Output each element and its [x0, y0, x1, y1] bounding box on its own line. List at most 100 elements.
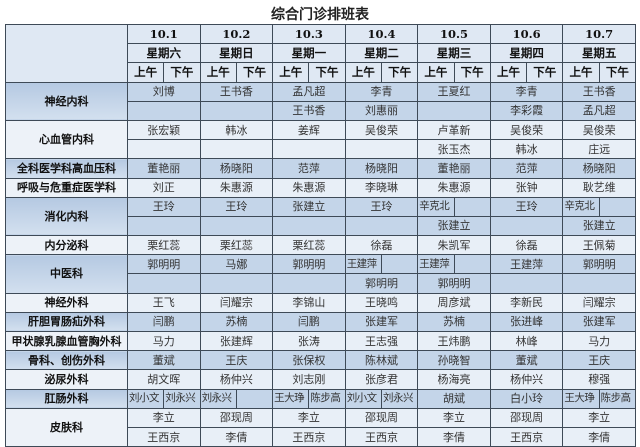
doctor-cell [344, 215, 419, 237]
doctor-cell: 苏楠 [417, 311, 491, 333]
doctor-cell [199, 100, 274, 121]
doctor-cell: 范萍 [489, 158, 564, 179]
pm-header: 下午 [380, 62, 419, 83]
doctor-cell: 李彩霞 [489, 100, 564, 121]
doctor-cell: 刘正 [127, 177, 201, 198]
date-header: 10.1 [127, 23, 201, 45]
doctor-cell [344, 139, 419, 160]
doctor-cell [127, 215, 201, 237]
doctor-cell: 杨晓阳 [199, 158, 274, 179]
doctor-cell-am: 王大琤 [562, 388, 600, 409]
page-title: 综合门诊排班表 [271, 7, 369, 23]
header-row-weekdays: 星期六 星期日 星期一 星期二 星期三 星期四 星期五 [6, 43, 636, 64]
doctor-cell: 闫耀宗 [562, 292, 636, 313]
date-header: 10.2 [199, 23, 274, 45]
doctor-cell-am: 刘小文 [344, 388, 382, 409]
doctor-cell: 李青 [489, 81, 564, 102]
doctor-cell: 郭明明 [272, 254, 346, 275]
doctor-cell: 徐磊 [344, 235, 419, 256]
am-header: 上午 [126, 62, 165, 83]
department-name: 甲状腺乳腺血管胸外科 [5, 330, 128, 352]
doctor-cell: 王玲 [344, 196, 419, 217]
doctor-cell [489, 273, 564, 294]
doctor-cell: 闫鹏 [127, 311, 201, 333]
doctor-cell: 徐磊 [489, 235, 564, 256]
table-row: 神经内科 刘博 王书香 孟凡超 李青 王夏红 李青 王书香 [5, 81, 636, 121]
doctor-cell-pm [380, 254, 419, 275]
doctor-cell: 林峰 [489, 330, 564, 352]
doctor-cell: 胡斌 [417, 388, 491, 409]
doctor-cell-am: 辛克北 [562, 196, 600, 217]
date-header: 10.6 [489, 23, 564, 45]
am-header: 上午 [417, 62, 455, 83]
doctor-cell: 王建萍 [489, 254, 564, 275]
doctor-cell: 王西京 [127, 426, 201, 447]
doctor-cell: 栗红蕊 [272, 235, 346, 256]
doctor-cell: 王炜鹏 [417, 330, 491, 352]
doctor-cell: 张建辉 [199, 330, 274, 352]
doctor-cell: 董斌 [489, 350, 564, 371]
doctor-cell [562, 273, 636, 294]
doctor-cell: 郭明明 [344, 273, 419, 294]
doctor-cell: 朱凯军 [417, 235, 491, 256]
doctor-cell: 王夏红 [417, 81, 491, 102]
doctor-cell: 张进峰 [489, 311, 564, 333]
weekday-header: 星期一 [272, 43, 346, 64]
doctor-cell: 朱惠源 [272, 177, 346, 198]
doctor-cell: 邵现周 [344, 407, 419, 428]
doctor-cell: 刘志刚 [272, 369, 346, 390]
pm-header: 下午 [308, 62, 346, 83]
doctor-cell: 王西京 [344, 426, 419, 447]
doctor-cell: 郭明明 [417, 273, 491, 294]
doctor-cell: 王书香 [562, 81, 636, 102]
doctor-cell-am: 王建萍 [417, 254, 455, 275]
doctor-cell: 栗红蕊 [127, 235, 201, 256]
table-row: 王西京 李倩 王西京 王西京 李倩 王西京 李倩 [6, 426, 636, 447]
doctor-cell: 胡文晖 [127, 369, 201, 390]
doctor-cell: 王西京 [489, 426, 564, 447]
doctor-cell: 孟凡超 [272, 81, 346, 102]
doctor-cell: 张建立 [272, 196, 346, 217]
doctor-cell: 郭明明 [127, 254, 201, 275]
doctor-cell: 白小玲 [489, 388, 564, 409]
doctor-cell [199, 273, 274, 294]
am-header: 上午 [562, 62, 600, 83]
table-row: 呼吸与危重症医学科 刘正 朱惠源 朱惠源 李晓琳 朱惠源 张钟 耿艺维 [5, 177, 636, 198]
doctor-cell: 马力 [127, 330, 201, 352]
doctor-cell-pm [453, 254, 491, 275]
doctor-cell-pm: 陈步高 [598, 388, 637, 409]
department-name: 呼吸与危重症医学科 [5, 177, 128, 198]
doctor-cell: 王佩菊 [562, 235, 636, 256]
table-row: 消化内科 王玲 王玲 张建立 王玲 辛克北 王玲 辛克北 [5, 196, 637, 237]
department-name: 泌尿外科 [5, 369, 128, 390]
doctor-cell: 孟凡超 [562, 100, 636, 121]
corner-cell [5, 24, 128, 83]
doctor-cell: 邵现周 [199, 407, 274, 428]
doctor-cell [127, 100, 201, 121]
doctor-cell: 张钟 [489, 177, 564, 198]
table-row: 中医科 郭明明 马娜 郭明明 王建萍 王建萍 王建萍 郭明明 [5, 254, 636, 294]
date-header: 10.5 [417, 23, 491, 45]
doctor-cell: 朱惠源 [199, 177, 274, 198]
doctor-cell [127, 273, 201, 294]
doctor-cell: 郭明明 [562, 254, 636, 275]
header-row-dates: 10.1 10.2 10.3 10.4 10.5 10.6 10.7 [5, 23, 636, 83]
date-header: 10.7 [562, 23, 636, 45]
doctor-cell [272, 273, 346, 294]
doctor-cell-pm: 陈步高 [308, 388, 346, 409]
department-name: 神经内科 [5, 81, 128, 121]
doctor-cell: 张建军 [562, 311, 636, 333]
weekday-header: 星期三 [417, 43, 491, 64]
table-row: 泌尿外科 胡文晖 杨仲兴 刘志刚 张彦君 杨海亮 杨仲兴 穆强 [5, 369, 636, 390]
table-row: 骨科、创伤外科 董斌 王庆 张保权 陈林斌 孙晓智 董斌 王庆 [5, 350, 636, 371]
doctor-cell: 吴俊荣 [344, 119, 419, 141]
doctor-cell: 王志强 [344, 330, 419, 352]
date-header: 10.3 [272, 23, 346, 45]
am-header: 上午 [199, 62, 237, 83]
doctor-cell-pm: 刘永兴 [163, 388, 201, 409]
doctor-cell: 王玲 [127, 196, 201, 217]
doctor-cell: 穆强 [562, 369, 636, 390]
doctor-cell: 杨仲兴 [199, 369, 274, 390]
department-name: 全科医学科高血压科 [5, 158, 128, 179]
am-header: 上午 [344, 62, 382, 83]
